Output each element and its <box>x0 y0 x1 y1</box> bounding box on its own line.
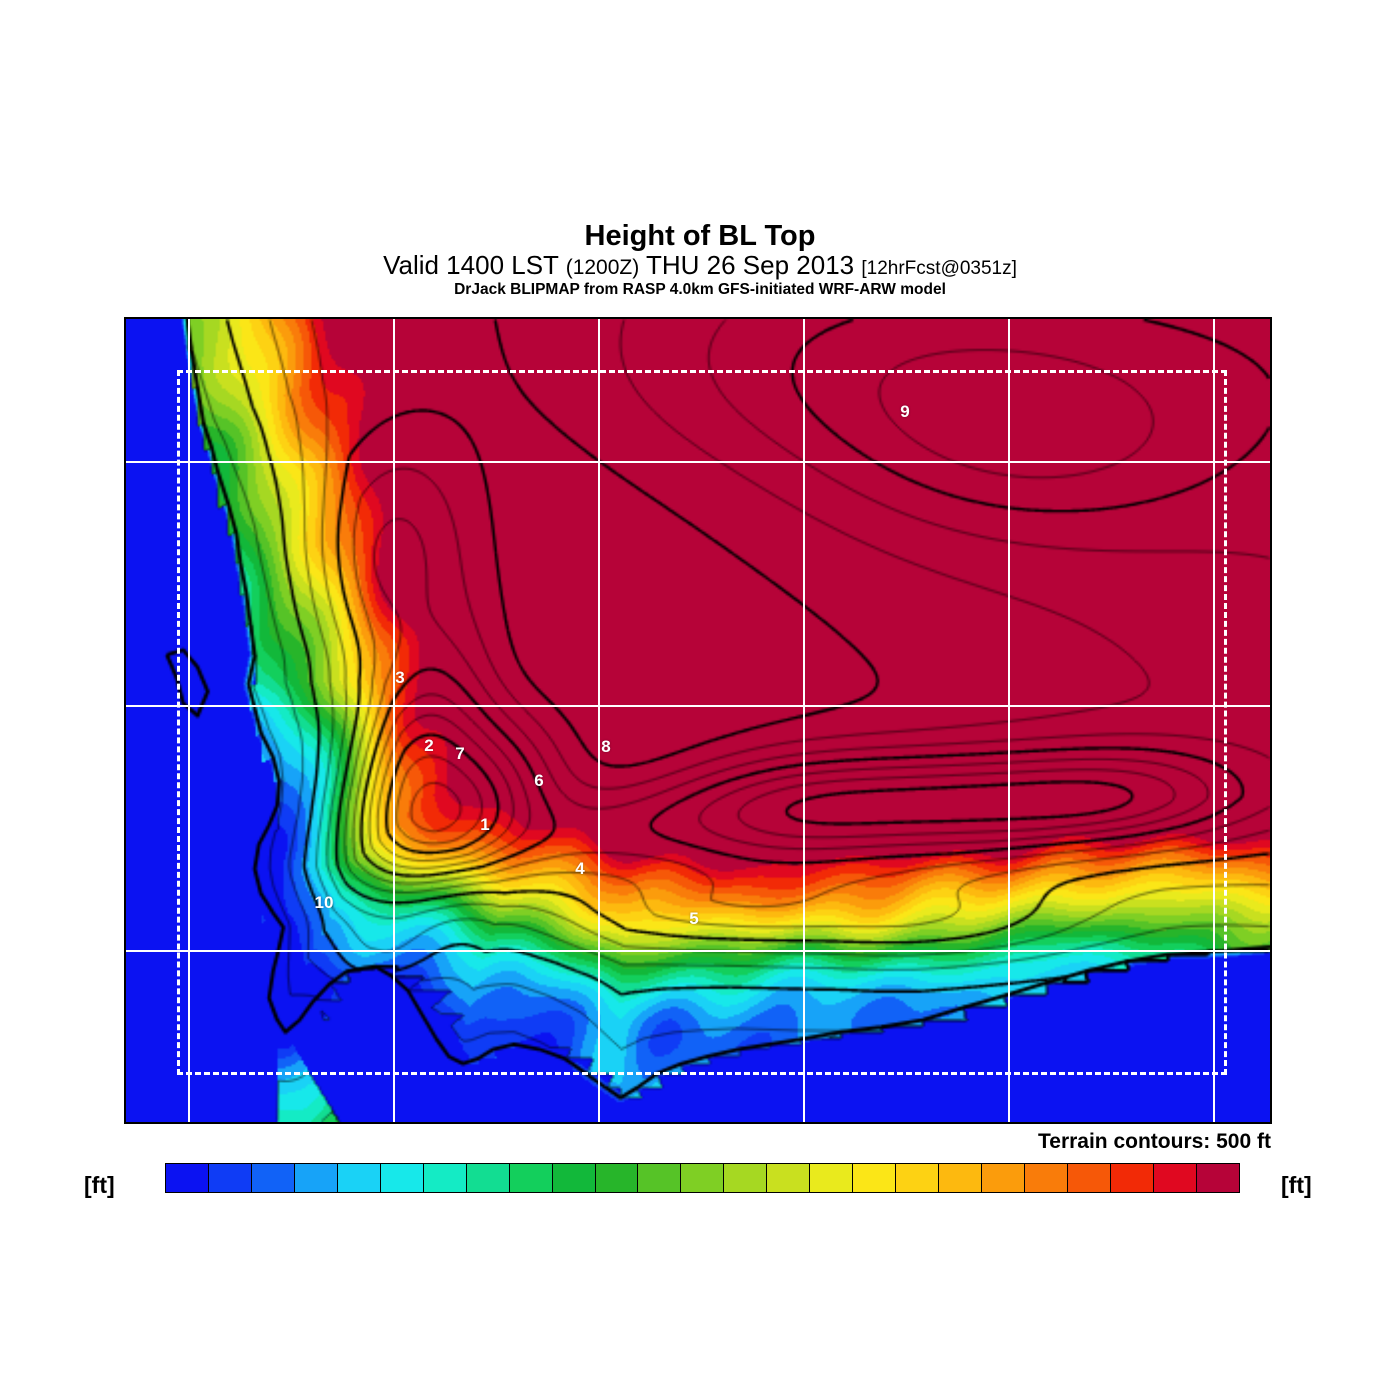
colorbar-unit-right: [ft] <box>1281 1172 1312 1198</box>
colorbar-swatch-22 <box>1109 1164 1153 1192</box>
graticule-lon-19 <box>392 319 395 1122</box>
colorbar[interactable] <box>165 1163 1240 1193</box>
colorbar-swatch-6 <box>422 1164 466 1192</box>
graticule-lat-33 <box>126 705 1270 708</box>
terrain-contour-note: Terrain contours: 500 ft <box>1038 1130 1271 1153</box>
colorbar-swatch-13 <box>723 1164 767 1192</box>
page-title: Height of BL Top <box>584 220 816 252</box>
colorbar-unit-left: [ft] <box>84 1172 115 1198</box>
colorbar-swatch-16 <box>852 1164 896 1192</box>
graticule-lon-20 <box>597 319 600 1122</box>
colorbar-swatch-21 <box>1067 1164 1110 1192</box>
colorbar-swatch-3 <box>293 1164 337 1192</box>
graticule-lon-23 <box>1212 319 1215 1122</box>
map-plot-area[interactable]: 1 2 3 4 5 6 7 8 9 10 <box>124 317 1272 1124</box>
waypoint-marker-1: 1 <box>480 815 490 834</box>
colorbar-swatch-5 <box>379 1164 423 1192</box>
valid-prefix: Valid 1400 LST <box>383 250 559 280</box>
graticule-lat-32 <box>126 460 1270 463</box>
graticule-lon-21 <box>802 319 805 1122</box>
colorbar-swatch-4 <box>336 1164 380 1192</box>
colorbar-swatch-8 <box>508 1164 552 1192</box>
colorbar-swatch-24 <box>1195 1164 1239 1192</box>
waypoint-marker-5: 5 <box>689 909 699 928</box>
waypoint-marker-4: 4 <box>575 859 585 878</box>
colorbar-swatch-10 <box>594 1164 638 1192</box>
colorbar-swatch-11 <box>637 1164 681 1192</box>
waypoint-marker-3: 3 <box>395 668 405 687</box>
waypoint-marker-9: 9 <box>900 402 910 421</box>
waypoint-marker-2: 2 <box>424 736 434 755</box>
colorbar-swatch-17 <box>895 1164 939 1192</box>
colorbar-swatch-18 <box>938 1164 982 1192</box>
colorbar-swatch-7 <box>465 1164 509 1192</box>
colorbar-swatch-1 <box>207 1164 251 1192</box>
graticule-lat-34 <box>126 949 1270 952</box>
model-domain-box <box>177 370 1227 1075</box>
colorbar-swatch-15 <box>809 1164 853 1192</box>
waypoint-marker-10: 10 <box>314 893 334 912</box>
waypoint-marker-7: 7 <box>455 744 465 763</box>
model-line: DrJack BLIPMAP from RASP 4.0km GFS-initi… <box>454 281 946 299</box>
graticule-lon-18 <box>187 319 190 1122</box>
colorbar-swatch-14 <box>766 1164 810 1192</box>
bl-top-height-field <box>126 319 1270 1122</box>
colorbar-swatch-9 <box>551 1164 595 1192</box>
colorbar-swatch-0 <box>166 1164 208 1192</box>
colorbar-swatch-19 <box>981 1164 1025 1192</box>
colorbar-swatch-20 <box>1024 1164 1068 1192</box>
colorbar-swatch-12 <box>680 1164 724 1192</box>
title-block: Height of BL Top Valid 1400 LST (1200Z) … <box>0 222 1400 299</box>
valid-date: THU 26 Sep 2013 <box>646 250 855 280</box>
valid-time-line: Valid 1400 LST (1200Z) THU 26 Sep 2013 [… <box>0 250 1400 280</box>
colorbar-swatch-23 <box>1152 1164 1196 1192</box>
waypoint-marker-8: 8 <box>601 737 611 756</box>
waypoint-marker-6: 6 <box>534 771 544 790</box>
graticule-lon-22 <box>1007 319 1010 1122</box>
forecast-tag: [12hrFcst@0351z] <box>861 258 1017 279</box>
colorbar-swatch-2 <box>250 1164 294 1192</box>
valid-utc: (1200Z) <box>565 256 640 279</box>
